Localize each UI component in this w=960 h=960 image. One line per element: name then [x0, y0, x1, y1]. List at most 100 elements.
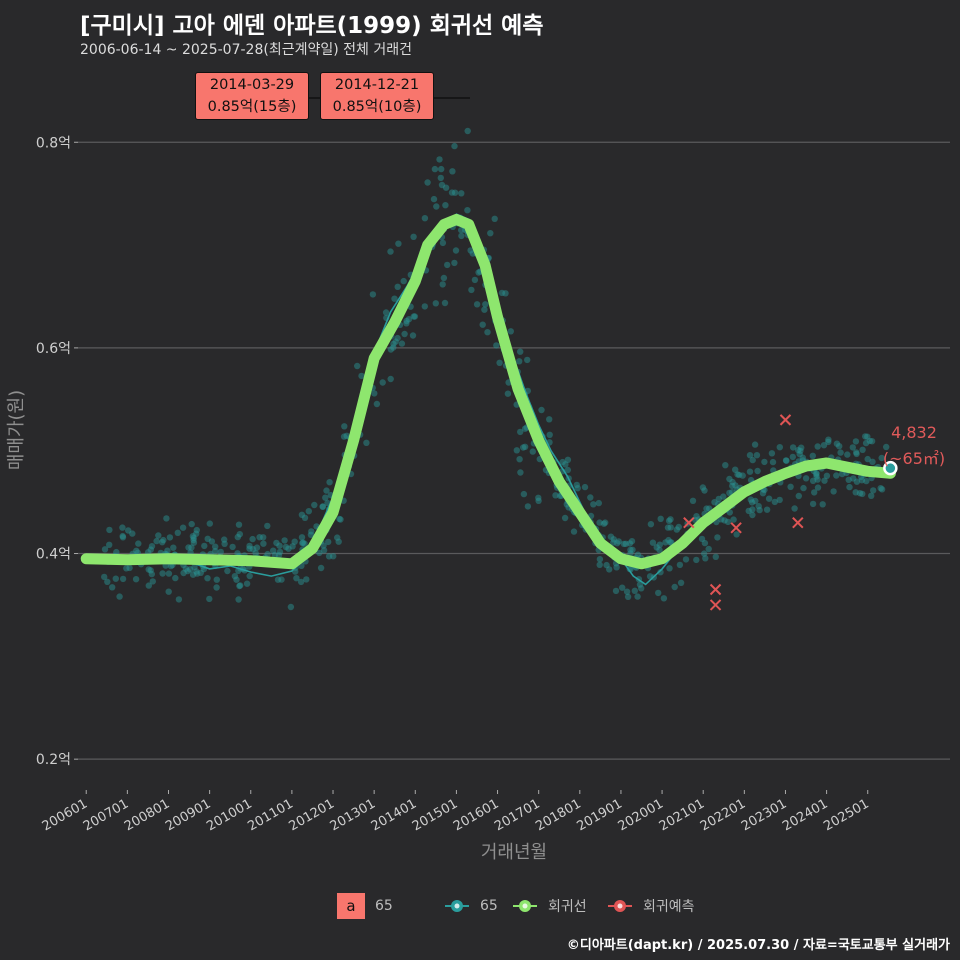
scatter-point — [308, 528, 315, 535]
scatter-point — [282, 543, 290, 551]
x-tick-label: 201001 — [204, 796, 254, 834]
scatter-point — [517, 469, 524, 476]
scatter-point — [398, 340, 406, 347]
scatter-point — [814, 443, 821, 450]
scatter-point — [782, 457, 790, 464]
prediction-x-stroke — [730, 522, 742, 534]
scatter-point — [657, 515, 664, 522]
scatter-point — [243, 580, 251, 587]
last-point-circle — [883, 460, 898, 476]
scatter-point — [235, 521, 243, 528]
scatter-point — [561, 514, 569, 522]
scatter-point — [787, 483, 794, 490]
scatter-point — [673, 526, 680, 533]
scatter-point — [432, 300, 439, 307]
scatter-point — [170, 544, 177, 551]
annotation-1: 2014-03-29 0.85억(15층) — [195, 72, 309, 120]
scatter-point — [190, 539, 198, 546]
scatter-point — [581, 483, 589, 491]
scatter-point — [319, 503, 326, 510]
scatter-point — [733, 531, 740, 538]
scatter-point — [153, 537, 160, 545]
y-tick-label: 0.2억 — [36, 752, 71, 768]
scatter-point — [671, 583, 678, 591]
scatter-point — [473, 301, 481, 308]
scatter-point — [439, 239, 447, 247]
prediction-markers — [683, 414, 804, 611]
legend-65-label: 65 — [480, 898, 498, 914]
scatter-point — [438, 165, 445, 173]
x-tick-label: 201901 — [574, 796, 624, 834]
scatter-point — [433, 203, 440, 210]
scatter-point — [311, 501, 318, 509]
scatter-point — [552, 492, 559, 499]
scatter-point — [789, 453, 796, 461]
scatter-point — [390, 340, 397, 348]
scatter-point — [179, 524, 187, 531]
scatter-point — [825, 436, 832, 443]
scatter-point — [676, 561, 684, 569]
scatter-point — [106, 541, 113, 548]
y-axis-label: 매매가(원) — [6, 390, 27, 470]
scatter-point — [363, 439, 370, 446]
scatter-point — [883, 443, 890, 451]
x-axis-label: 거래년월 — [481, 842, 547, 863]
scatter-point — [493, 342, 500, 349]
scatter-point — [638, 585, 645, 592]
scatter-point — [297, 578, 305, 586]
legend-text-label: 65 — [375, 898, 393, 914]
scatter-point — [814, 476, 821, 483]
scatter-point — [809, 452, 816, 459]
scatter-point — [682, 556, 690, 563]
scatter-point — [853, 478, 861, 485]
scatter-point — [852, 438, 860, 445]
scatter-point — [436, 156, 443, 163]
scatter-point — [517, 348, 524, 355]
x-tick-label: 201801 — [533, 796, 583, 834]
scatter-point — [382, 309, 390, 316]
scatter-point — [449, 168, 456, 175]
prediction-marker — [779, 414, 792, 426]
scatter-point — [145, 582, 152, 589]
scatter-point — [264, 550, 271, 558]
scatter-point — [701, 539, 709, 547]
scatter-point — [213, 584, 220, 591]
scatter-point — [233, 576, 240, 583]
scatter-point — [649, 539, 657, 546]
x-tick-label: 200801 — [122, 796, 172, 834]
scatter-point — [516, 456, 523, 463]
scatter-point — [878, 454, 885, 462]
scatter-point — [622, 540, 629, 547]
scatter-point — [442, 202, 449, 209]
scatter-point — [789, 444, 797, 451]
scatter-point — [316, 549, 323, 557]
prediction-x-stroke — [709, 583, 722, 596]
scatter-point — [612, 587, 620, 595]
scatter-point — [394, 283, 401, 290]
scatter-point — [104, 578, 111, 585]
scatter-point — [159, 570, 166, 577]
scatter-point — [166, 534, 174, 541]
scatter-point — [403, 317, 410, 325]
scatter-point — [753, 452, 761, 459]
legend-item-prediction: 회귀예측 — [607, 892, 695, 920]
scatter-point — [410, 233, 417, 240]
scatter-point — [165, 570, 173, 577]
scatter-point — [629, 546, 636, 553]
scatter-point — [135, 540, 142, 547]
scatter-point — [421, 215, 429, 222]
scatter-point — [607, 533, 615, 540]
scatter-point — [387, 248, 394, 255]
scatter-point — [119, 524, 126, 531]
scatter-point — [712, 553, 719, 560]
scatter-point — [444, 261, 451, 269]
scatter-point — [749, 511, 756, 519]
scatter-point — [371, 390, 378, 397]
scatter-point — [165, 588, 172, 595]
scatter-point — [113, 548, 120, 556]
scatter-point — [769, 458, 777, 466]
scatter-point — [188, 544, 195, 551]
scatter-point — [301, 540, 308, 547]
scatter-point — [564, 466, 571, 474]
scatter-point — [431, 165, 439, 173]
